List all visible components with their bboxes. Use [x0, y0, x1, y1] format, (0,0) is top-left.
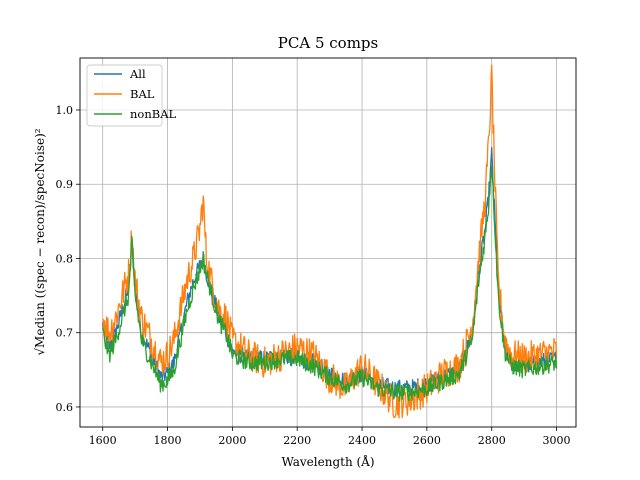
x-axis-label: Wavelength (Å) [281, 454, 374, 469]
legend-label-bal: BAL [130, 87, 155, 101]
series-line-nonbal [102, 165, 558, 402]
x-tick-label: 1800 [154, 434, 182, 447]
ticks: 1600 1800 2000 2200 2400 2600 2800 3000 0.6 0.7 0.… [56, 104, 571, 447]
plot-frame [79, 57, 577, 428]
series-layer [102, 64, 558, 419]
y-tick-label: 0.7 [56, 327, 74, 340]
x-tick-label: 1600 [89, 434, 117, 447]
legend-label-nonbal: nonBAL [130, 107, 176, 121]
legend-label-all: All [129, 67, 146, 81]
x-tick-label: 3000 [543, 434, 571, 447]
y-tick-label: 0.9 [56, 178, 74, 191]
y-tick-label: 0.6 [56, 401, 74, 414]
x-tick-label: 2200 [283, 434, 311, 447]
grid [80, 58, 576, 427]
x-tick-label: 2400 [348, 434, 376, 447]
series-line-all [102, 147, 557, 398]
y-tick-label: 1.0 [56, 104, 74, 117]
x-tick-label: 2000 [218, 434, 246, 447]
legend-box [86, 64, 163, 127]
legend: All BAL nonBAL [86, 64, 176, 127]
x-tick-label: 2800 [478, 434, 506, 447]
chart-title: PCA 5 comps [278, 34, 378, 52]
x-tick-label: 2600 [413, 434, 441, 447]
y-tick-label: 0.8 [56, 252, 74, 265]
y-axis-label: √Median ((spec − recon)/specNoise)² [33, 128, 47, 355]
